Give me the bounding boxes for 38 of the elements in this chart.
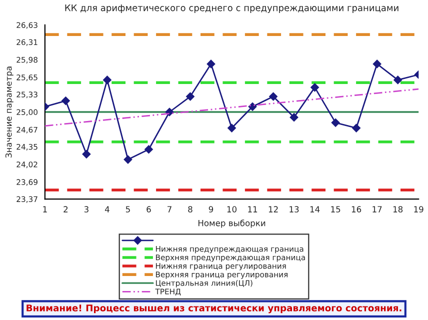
x-tick-label: 9 xyxy=(208,206,214,212)
point xyxy=(310,83,319,92)
x-tick-label: 1 xyxy=(43,206,47,212)
x-tick-label: 11 xyxy=(248,206,258,212)
point xyxy=(290,113,298,122)
point xyxy=(186,92,194,101)
x-tick-label: 4 xyxy=(104,206,110,212)
point xyxy=(144,145,153,154)
x-tick-label: 16 xyxy=(352,206,362,212)
point xyxy=(372,60,382,68)
x-tick-label: 7 xyxy=(168,206,172,212)
point xyxy=(331,118,340,127)
x-tick-label: 8 xyxy=(188,206,192,212)
point xyxy=(394,76,402,84)
x-tick-label: 6 xyxy=(146,206,151,212)
point xyxy=(62,96,70,105)
x-tick-label: 5 xyxy=(126,206,130,212)
point xyxy=(82,150,91,158)
x-tick-label: 14 xyxy=(310,206,320,212)
point xyxy=(206,60,216,68)
x-tick-label: 15 xyxy=(331,206,340,212)
x-tick-label: 10 xyxy=(227,206,237,212)
point xyxy=(352,124,360,132)
chart-title: КК для арифметического среднего с предупреждающими границами xyxy=(65,4,398,13)
x-tick-label: 19 xyxy=(414,206,424,212)
text: Внимание! Процесс вышел из статистически управляемого состояния. xyxy=(26,304,402,314)
x-tick-label: 13 xyxy=(290,206,299,212)
point xyxy=(228,124,236,132)
point xyxy=(124,155,132,164)
point xyxy=(103,76,112,84)
x-axis-title: Номер выборки xyxy=(198,220,266,228)
x-tick-label: 3 xyxy=(84,206,88,212)
x-tick-label: 2 xyxy=(64,206,68,212)
x-tick-label: 18 xyxy=(393,206,403,212)
x-tick-label: 12 xyxy=(268,206,278,212)
x-tick-label: 17 xyxy=(372,206,382,212)
point xyxy=(269,92,278,101)
y-axis-title: Значение параметра xyxy=(5,66,14,158)
